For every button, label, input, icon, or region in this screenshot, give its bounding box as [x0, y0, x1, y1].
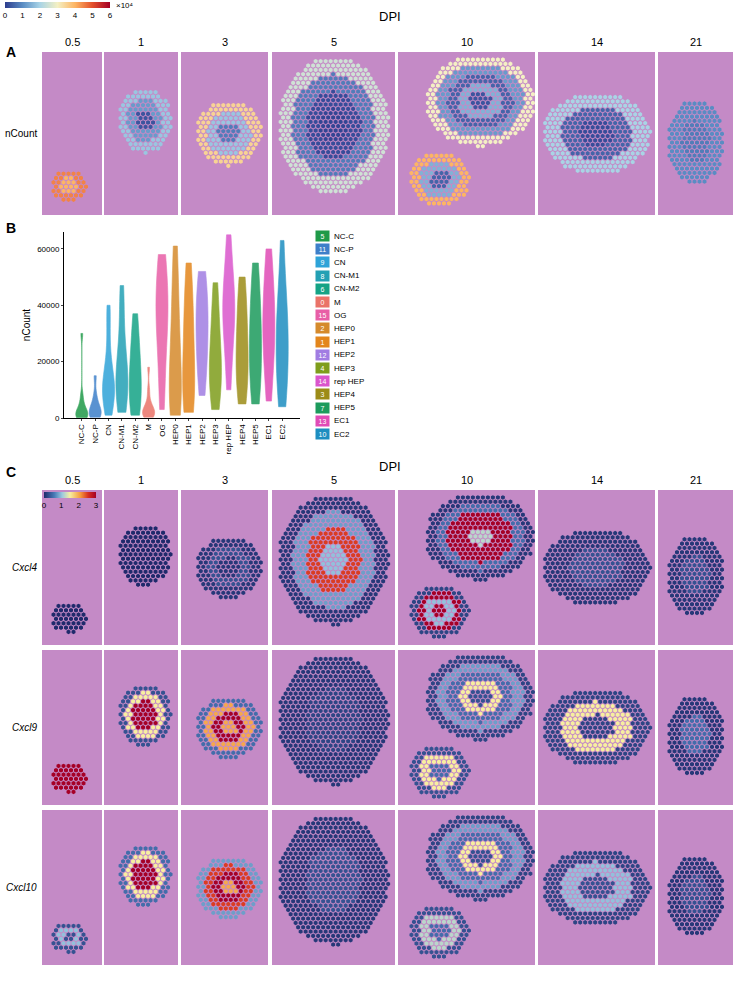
- svg-text:HEP0: HEP0: [171, 424, 180, 445]
- svg-text:CN-M1: CN-M1: [334, 271, 360, 280]
- svg-text:2: 2: [76, 501, 81, 510]
- svg-text:nCount: nCount: [5, 128, 37, 139]
- svg-text:EC2: EC2: [334, 430, 350, 439]
- svg-text:HEP4: HEP4: [238, 424, 247, 445]
- svg-text:HEP4: HEP4: [334, 390, 355, 399]
- svg-text:1: 1: [321, 339, 325, 346]
- svg-text:40000: 40000: [37, 301, 60, 310]
- svg-text:EC1: EC1: [334, 416, 350, 425]
- svg-text:CN: CN: [334, 258, 346, 267]
- svg-text:HEP1: HEP1: [334, 337, 355, 346]
- svg-text:2: 2: [321, 325, 325, 332]
- svg-text:CN-M2: CN-M2: [131, 424, 140, 450]
- svg-text:C: C: [6, 464, 16, 480]
- svg-text:HEP1: HEP1: [184, 424, 193, 445]
- svg-text:20000: 20000: [37, 357, 60, 366]
- svg-text:8: 8: [321, 273, 325, 280]
- svg-text:0: 0: [42, 501, 47, 510]
- svg-text:rep HEP: rep HEP: [334, 377, 364, 386]
- svg-text:14: 14: [591, 474, 603, 486]
- svg-text:NC-C: NC-C: [334, 232, 354, 241]
- svg-text:4: 4: [73, 11, 78, 20]
- svg-text:3: 3: [55, 11, 60, 20]
- svg-text:A: A: [6, 44, 16, 60]
- svg-text:3: 3: [222, 474, 228, 486]
- svg-text:HEP2: HEP2: [334, 350, 355, 359]
- svg-text:0: 0: [55, 414, 60, 423]
- svg-text:1: 1: [138, 474, 144, 486]
- svg-text:M: M: [334, 298, 341, 307]
- svg-text:14: 14: [319, 378, 327, 385]
- svg-text:12: 12: [319, 352, 327, 359]
- svg-text:Cxcl9: Cxcl9: [12, 722, 37, 733]
- svg-text:0.5: 0.5: [65, 36, 80, 48]
- svg-text:11: 11: [319, 246, 326, 253]
- svg-text:nCount: nCount: [21, 309, 32, 341]
- svg-text:HEP5: HEP5: [334, 403, 355, 412]
- svg-text:60000: 60000: [37, 245, 60, 254]
- svg-text:2: 2: [38, 11, 43, 20]
- svg-text:EC2: EC2: [278, 424, 287, 440]
- svg-text:6: 6: [321, 286, 325, 293]
- svg-text:3: 3: [94, 501, 99, 510]
- svg-text:×10⁴: ×10⁴: [116, 1, 134, 10]
- svg-text:Cxcl4: Cxcl4: [12, 562, 37, 573]
- svg-text:10: 10: [461, 474, 473, 486]
- svg-text:3: 3: [321, 391, 325, 398]
- svg-text:5: 5: [90, 11, 95, 20]
- svg-text:rep HEP: rep HEP: [224, 424, 233, 454]
- svg-text:4: 4: [321, 365, 325, 372]
- svg-text:21: 21: [690, 36, 702, 48]
- svg-text:HEP3: HEP3: [211, 424, 220, 445]
- svg-text:7: 7: [321, 405, 325, 412]
- svg-text:B: B: [6, 220, 16, 236]
- svg-text:5: 5: [331, 36, 337, 48]
- svg-text:10: 10: [319, 431, 327, 438]
- svg-text:21: 21: [690, 474, 702, 486]
- svg-text:HEP5: HEP5: [251, 424, 260, 445]
- svg-text:CN-M2: CN-M2: [334, 284, 360, 293]
- svg-text:5: 5: [321, 233, 325, 240]
- svg-text:Cxcl10: Cxcl10: [6, 882, 37, 893]
- svg-text:1: 1: [20, 11, 25, 20]
- svg-text:DPI: DPI: [379, 9, 401, 24]
- svg-text:13: 13: [319, 418, 327, 425]
- svg-text:5: 5: [331, 474, 337, 486]
- svg-text:14: 14: [591, 36, 603, 48]
- svg-text:M: M: [144, 424, 153, 431]
- svg-text:3: 3: [222, 36, 228, 48]
- svg-text:NC-C: NC-C: [77, 424, 86, 444]
- svg-text:HEP3: HEP3: [334, 364, 355, 373]
- svg-text:NC-P: NC-P: [334, 245, 354, 254]
- svg-text:EC1: EC1: [264, 424, 273, 440]
- svg-text:CN-M1: CN-M1: [117, 424, 126, 450]
- svg-text:9: 9: [321, 259, 325, 266]
- svg-text:1: 1: [138, 36, 144, 48]
- svg-text:NC-P: NC-P: [91, 424, 100, 444]
- svg-text:15: 15: [319, 312, 327, 319]
- svg-text:0.5: 0.5: [65, 474, 80, 486]
- svg-text:OG: OG: [334, 311, 346, 320]
- svg-text:HEP2: HEP2: [198, 424, 207, 445]
- svg-text:1: 1: [59, 501, 64, 510]
- svg-text:6: 6: [108, 11, 113, 20]
- svg-text:OG: OG: [158, 424, 167, 436]
- svg-text:CN: CN: [104, 424, 113, 436]
- svg-text:0: 0: [321, 299, 325, 306]
- svg-text:0: 0: [3, 11, 8, 20]
- svg-text:HEP0: HEP0: [334, 324, 355, 333]
- svg-text:10: 10: [461, 36, 473, 48]
- svg-text:DPI: DPI: [379, 459, 401, 474]
